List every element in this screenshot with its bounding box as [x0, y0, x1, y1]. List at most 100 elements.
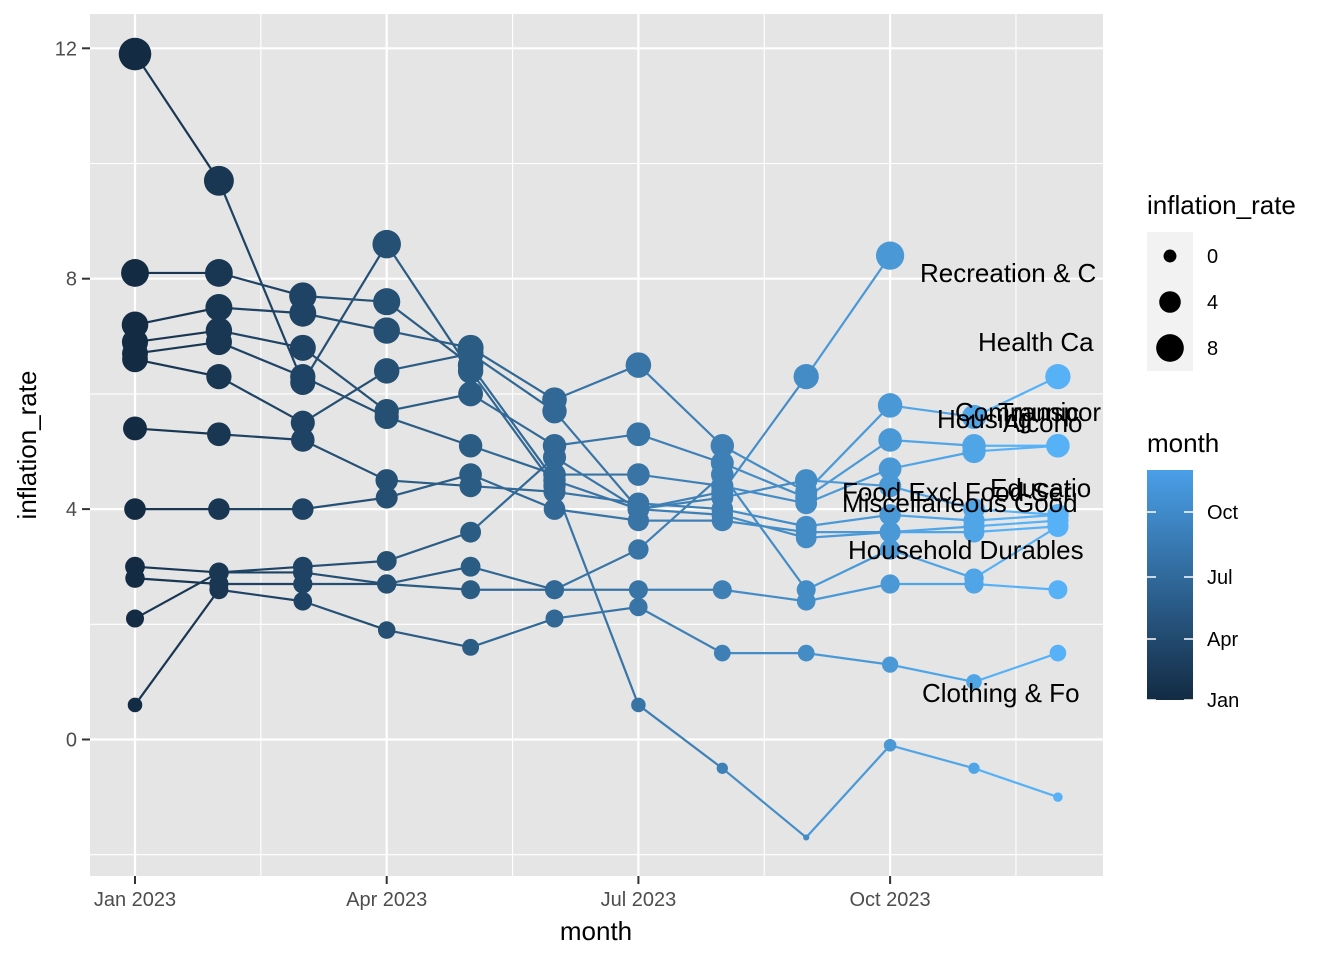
data-point	[1053, 792, 1063, 802]
series-line-segment	[721, 767, 807, 839]
data-point	[293, 562, 313, 583]
data-point	[373, 288, 401, 316]
data-point	[795, 527, 817, 549]
series-line-segment	[554, 548, 639, 591]
series-line-segment	[134, 329, 220, 344]
series-line-segment	[553, 410, 640, 510]
series-line-segment	[637, 704, 723, 770]
series-end-label: Transpor	[998, 397, 1101, 427]
data-point	[205, 328, 232, 356]
data-point	[625, 352, 652, 378]
data-point	[794, 469, 818, 492]
data-point	[968, 762, 980, 774]
y-tick-label: 12	[55, 38, 77, 60]
data-point	[542, 398, 567, 424]
x-axis-title: month	[560, 916, 632, 946]
series-line-segment	[805, 467, 891, 505]
series-line-segment	[134, 53, 220, 182]
series-line-segment	[889, 404, 975, 419]
series-line-segment	[302, 438, 388, 482]
data-point	[125, 568, 145, 588]
data-point	[292, 498, 314, 520]
series-line-segment	[386, 582, 471, 591]
x-tick-label: Jul 2023	[601, 889, 677, 911]
data-point	[461, 580, 481, 600]
y-axis-title: inflation_rate	[12, 371, 42, 520]
data-point	[1047, 515, 1069, 537]
series-line-segment	[721, 473, 808, 591]
data-point	[543, 498, 566, 520]
series-line-segment	[218, 341, 304, 378]
data-point	[878, 474, 902, 498]
data-point	[627, 463, 650, 486]
data-point	[375, 486, 398, 509]
series-line-segment	[638, 433, 723, 465]
series-line-segment	[638, 502, 723, 511]
data-point	[631, 697, 646, 713]
data-point	[293, 591, 313, 611]
series-line-segment	[637, 473, 724, 551]
data-point	[206, 363, 232, 390]
series-end-label: Communic	[955, 397, 1079, 427]
data-point	[878, 428, 902, 452]
data-point	[880, 574, 900, 594]
series-end-label: Housing	[937, 404, 1032, 434]
series-line-segment	[889, 744, 975, 770]
series-line-segment	[889, 548, 975, 580]
data-point	[460, 521, 482, 543]
color-legend-label: Jul	[1207, 567, 1233, 589]
series-line-segment	[806, 513, 891, 528]
series-line-segment	[722, 508, 807, 528]
series-line-segment	[973, 444, 1058, 453]
data-point	[126, 609, 144, 628]
x-tick-label: Oct 2023	[850, 889, 931, 911]
series-line-segment	[302, 346, 388, 413]
data-point	[208, 498, 230, 520]
series-line-segment	[386, 329, 471, 349]
data-point	[459, 463, 482, 486]
series-line-segment	[134, 565, 219, 574]
series-line-segment	[218, 588, 303, 603]
data-point	[462, 638, 480, 656]
data-point	[121, 259, 149, 287]
size-legend-key	[1159, 291, 1181, 313]
data-point	[127, 697, 143, 713]
data-point	[961, 404, 987, 430]
data-point	[963, 521, 985, 543]
data-point	[879, 504, 901, 526]
data-point	[544, 580, 565, 600]
data-point	[458, 434, 483, 458]
series-line-segment	[553, 485, 640, 706]
series-line-segment	[805, 439, 891, 499]
size-legend: inflation_rate 0 4 8	[1147, 190, 1296, 371]
series-line-segment	[386, 352, 471, 372]
series-line-segment	[218, 375, 304, 424]
series-line-segment	[218, 433, 303, 442]
size-legend-key	[1163, 249, 1177, 263]
series-line-segment	[386, 628, 471, 649]
data-point	[710, 434, 735, 458]
series-line-segment	[386, 479, 471, 488]
series-line-segment	[302, 369, 388, 424]
series-line-segment	[134, 589, 220, 706]
series-line-segment	[889, 663, 975, 683]
x-axis: Jan 2023 Apr 2023 Jul 2023 Oct 2023	[94, 876, 931, 911]
data-point	[542, 445, 567, 469]
data-point	[457, 340, 484, 367]
size-legend-title: inflation_rate	[1147, 190, 1296, 220]
series-line-segment	[218, 306, 303, 315]
data-point	[543, 463, 566, 486]
series-line-segment	[217, 180, 304, 383]
series-line-segment	[134, 340, 220, 355]
series-line-segment	[470, 484, 555, 493]
series-end-label: Alcoho	[1003, 408, 1083, 438]
series-end-label: Household Durables	[848, 535, 1084, 565]
data-point	[289, 299, 317, 327]
data-point	[460, 556, 481, 577]
data-point	[883, 738, 897, 752]
series-line-segment	[134, 306, 220, 326]
series-line-segment	[638, 473, 723, 488]
data-point	[374, 404, 399, 430]
